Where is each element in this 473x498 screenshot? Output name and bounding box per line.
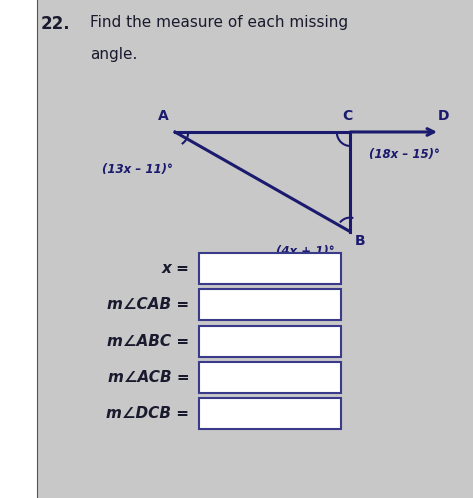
Text: angle.: angle.	[90, 47, 137, 62]
FancyBboxPatch shape	[199, 398, 341, 429]
Text: 105: 105	[210, 369, 239, 383]
FancyBboxPatch shape	[199, 362, 341, 393]
Text: m∠DCB =: m∠DCB =	[106, 406, 189, 421]
Text: m∠CAB =: m∠CAB =	[107, 297, 189, 312]
FancyBboxPatch shape	[199, 253, 341, 284]
Text: (4x + 1)°: (4x + 1)°	[276, 245, 334, 258]
Text: 21: 21	[210, 332, 230, 347]
Text: A: A	[158, 109, 168, 123]
FancyBboxPatch shape	[199, 289, 341, 320]
Text: m∠ABC =: m∠ABC =	[107, 334, 189, 349]
Text: (18x – 15)°: (18x – 15)°	[369, 148, 440, 161]
Text: (13x – 11)°: (13x – 11)°	[102, 163, 173, 176]
Text: 22.: 22.	[40, 15, 70, 33]
Text: B: B	[355, 234, 366, 248]
Bar	[0, 0, 37, 498]
Text: Find the measure of each missing: Find the measure of each missing	[90, 15, 348, 30]
Text: m∠ACB =: m∠ACB =	[107, 370, 189, 385]
Text: 54: 54	[210, 296, 230, 311]
Text: D: D	[438, 109, 449, 123]
Text: 5: 5	[210, 259, 220, 274]
Text: C: C	[342, 109, 353, 123]
Text: |: |	[227, 405, 233, 423]
Text: x =: x =	[161, 261, 189, 276]
FancyBboxPatch shape	[199, 326, 341, 357]
